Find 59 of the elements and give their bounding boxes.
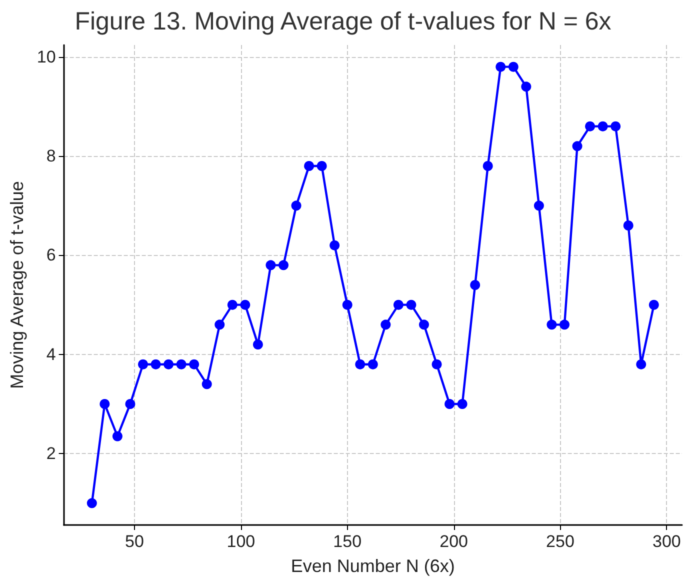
point (202, 379, 212, 390)
point (496, 62, 506, 72)
point (291, 200, 302, 211)
point (380, 320, 391, 330)
point (112, 431, 122, 442)
point (534, 200, 544, 211)
point (585, 121, 596, 132)
point (252, 340, 263, 350)
point (189, 359, 200, 370)
point (138, 359, 148, 370)
point (546, 320, 557, 330)
point (266, 260, 276, 270)
x-axis-title: Even Number N (6x) (290, 556, 455, 576)
point (444, 399, 455, 410)
point (457, 399, 468, 410)
point (227, 300, 238, 310)
x-tick-label: 150 (333, 532, 362, 551)
point (342, 300, 352, 310)
x-tick-label: 200 (440, 532, 468, 551)
point (610, 121, 621, 132)
chart-title: Figure 13. Moving Average of t-values for N = 6x (74, 8, 612, 36)
x-tick-label: 100 (226, 532, 256, 551)
point (406, 300, 416, 310)
point (330, 240, 340, 250)
point (508, 62, 518, 72)
y-axis-title: Moving Average of t-value (7, 181, 27, 389)
x-tick-label: 50 (125, 532, 144, 551)
point (648, 300, 659, 310)
point (482, 160, 493, 171)
point (150, 359, 161, 370)
point (368, 359, 378, 370)
point (432, 359, 442, 370)
point (355, 359, 366, 370)
point (560, 320, 570, 330)
point (125, 399, 136, 410)
y-tick-label: 6 (46, 246, 56, 265)
point (623, 220, 634, 230)
y-tick-label: 4 (46, 344, 56, 364)
point (304, 160, 314, 171)
point (393, 300, 404, 310)
point (419, 320, 429, 330)
point (86, 498, 97, 508)
x-tick-label: 250 (546, 532, 574, 551)
point (572, 141, 582, 152)
point (316, 160, 327, 171)
y-tick-label: 8 (46, 146, 56, 166)
point (214, 320, 225, 330)
point (636, 359, 646, 370)
point (100, 399, 110, 410)
point (164, 359, 174, 370)
point (240, 300, 250, 310)
point (278, 260, 288, 270)
point (470, 280, 480, 290)
point (598, 121, 608, 132)
point (176, 359, 186, 370)
point (521, 82, 532, 92)
x-tick-label: 300 (652, 532, 681, 551)
y-tick-label: 10 (36, 47, 56, 66)
y-tick-label: 2 (46, 444, 56, 464)
